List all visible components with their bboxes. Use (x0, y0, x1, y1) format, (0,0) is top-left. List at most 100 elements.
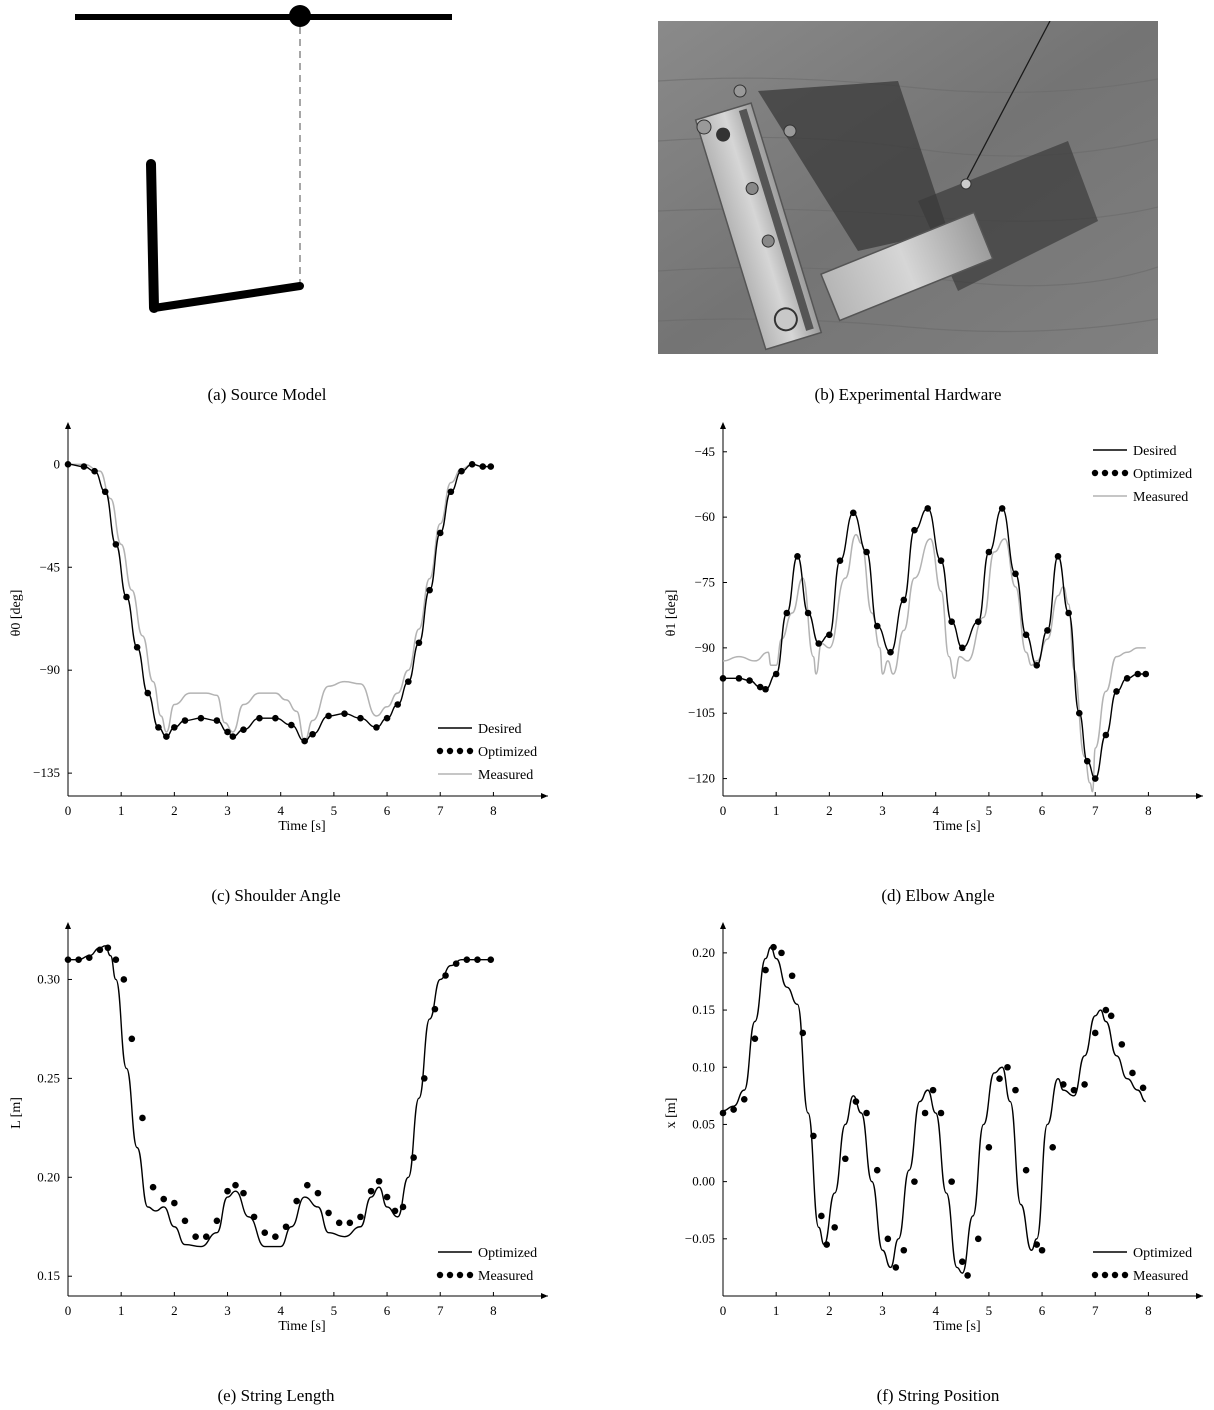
y-tick-label: 0.00 (692, 1174, 715, 1189)
y-tick-label: −90 (40, 662, 60, 677)
series-point-optimized (383, 714, 391, 722)
series-point-measured (911, 1178, 918, 1185)
caption-c: (c) Shoulder Angle (211, 886, 341, 905)
series-point-measured (85, 954, 93, 961)
series-point-measured (751, 1035, 759, 1042)
series-point-measured (232, 1181, 239, 1189)
series-point-measured (937, 1109, 945, 1117)
series-point-optimized (873, 622, 881, 630)
series-point-measured (1022, 1166, 1030, 1174)
series-point-measured (240, 1189, 247, 1197)
x-tick-label: 0 (720, 1303, 727, 1318)
series-point-measured (474, 956, 481, 963)
x-axis-arrow (1196, 793, 1203, 799)
y-tick-label: −135 (33, 765, 60, 780)
y-tick-label: 0.10 (692, 1059, 715, 1074)
series-point-optimized (272, 714, 279, 722)
legend-entry: Measured (1133, 1269, 1188, 1284)
series-point-measured (357, 1213, 364, 1221)
legend-entry: Desired (478, 722, 522, 737)
y-tick-label: 0.20 (692, 945, 715, 960)
series-point-measured (730, 1106, 737, 1113)
y-tick-label: 0 (54, 456, 61, 471)
series-point-measured (375, 1177, 383, 1185)
series-point-optimized (1134, 670, 1142, 678)
series-point-optimized (133, 644, 141, 651)
x-tick-label: 2 (826, 1303, 833, 1318)
series-point-measured (282, 1223, 290, 1231)
x-tick-label: 3 (879, 803, 886, 818)
series-point-optimized (756, 683, 764, 691)
series-point-measured (487, 956, 495, 963)
series-point-measured (778, 949, 785, 957)
series-point-measured (181, 1217, 189, 1225)
x-tick-label: 3 (879, 1303, 886, 1318)
series-point-measured (921, 1109, 929, 1117)
legend-swatch-dot (456, 747, 464, 755)
y-tick-label: 0.25 (37, 1070, 60, 1085)
series-point-measured (1091, 1029, 1099, 1037)
series-point-measured (463, 956, 471, 963)
series-point-optimized (719, 675, 727, 682)
series-point-optimized (1102, 731, 1110, 739)
series-point-measured (1070, 1086, 1078, 1094)
series-line-desired (67, 463, 491, 742)
series-point-optimized (394, 701, 401, 708)
legend-swatch-dot (446, 747, 454, 755)
series-point-optimized (1044, 627, 1051, 634)
series-point-measured (770, 943, 777, 951)
y-tick-label: −0.05 (685, 1231, 715, 1246)
x-tick-label: 4 (277, 1303, 284, 1318)
legend-entry: Optimized (478, 1246, 537, 1261)
x-tick-label: 7 (437, 803, 444, 818)
series-point-optimized (123, 593, 130, 601)
x-axis-label: Time [s] (933, 819, 980, 834)
series-point-optimized (224, 728, 231, 736)
caption-d: (d) Elbow Angle (881, 886, 995, 905)
series-point-measured (964, 1272, 971, 1279)
series-point-optimized (772, 670, 780, 678)
series-point-measured (1038, 1246, 1046, 1254)
x-axis-arrow (1196, 1293, 1203, 1299)
string-position-chart: 0 1 2 3 4 5 6 7 8 0.20 0.15 0.10 0.05 0.00 −0.05 Time [… (664, 922, 1203, 1334)
x-tick-label: 5 (986, 1303, 993, 1318)
series-point-measured (823, 1241, 830, 1248)
string-length-chart: 0 1 2 3 4 5 6 7 8 0.15 0.20 0.25 0.30 Time [s] L [m] Op… (9, 922, 548, 1334)
series-point-measured (1081, 1081, 1088, 1088)
series-point-optimized (985, 548, 993, 556)
series-point-optimized (64, 461, 72, 468)
series-point-measured (740, 1095, 748, 1103)
y-tick-label: −90 (695, 640, 715, 655)
x-tick-label: 8 (490, 1303, 497, 1318)
x-tick-label: 5 (986, 803, 993, 818)
y-tick-label: −105 (688, 705, 715, 720)
series-point-optimized (887, 648, 894, 656)
legend-entry: Optimized (1133, 467, 1192, 482)
x-tick-label: 6 (1039, 803, 1046, 818)
legend-entry: Measured (1133, 490, 1188, 505)
series-point-optimized (1065, 609, 1072, 617)
series-point-measured (335, 1219, 343, 1227)
series-point-measured (948, 1178, 955, 1185)
series-point-measured (974, 1235, 982, 1243)
series-point-optimized (1091, 775, 1099, 782)
series-point-measured (410, 1154, 417, 1161)
series-point-optimized (213, 717, 221, 724)
x-tick-label: 2 (826, 803, 833, 818)
series-point-measured (420, 1075, 428, 1082)
series-point-optimized (836, 557, 844, 565)
series-point-measured (383, 1193, 391, 1201)
series-point-measured (346, 1219, 354, 1227)
upper-arm (146, 159, 159, 313)
x-tick-label: 7 (1092, 803, 1099, 818)
series-point-optimized (1083, 757, 1091, 765)
x-tick-label: 4 (932, 803, 939, 818)
legend-entry: Measured (478, 768, 533, 783)
series-point-optimized (144, 689, 152, 697)
x-tick-label: 8 (1145, 803, 1152, 818)
x-tick-label: 6 (384, 803, 391, 818)
series-point-optimized (487, 463, 495, 470)
x-axis-label: Time [s] (933, 1319, 980, 1334)
series-point-measured (863, 1109, 870, 1117)
legend-swatch-dot (1111, 1271, 1119, 1279)
